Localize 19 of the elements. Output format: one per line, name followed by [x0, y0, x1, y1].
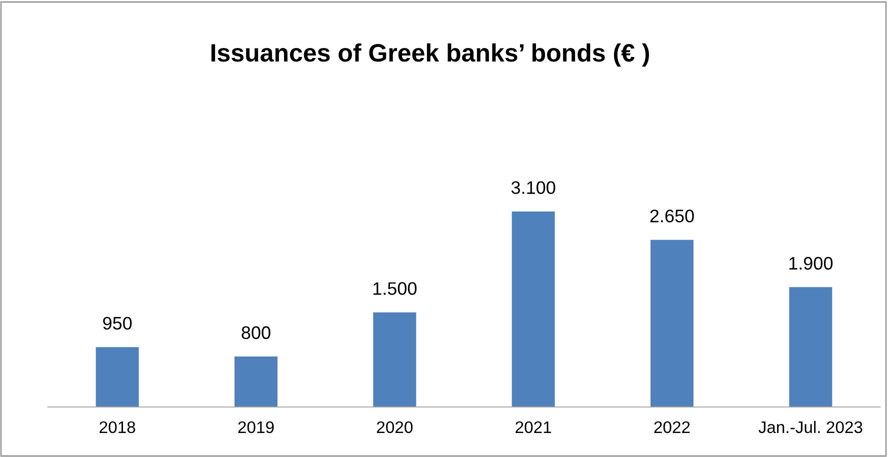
data-label: 1.500: [373, 282, 417, 295]
x-tick-label: 2022: [654, 421, 690, 434]
data-label: 2.650: [650, 210, 694, 222]
data-label: 800: [242, 326, 270, 340]
x-tick-label: 2019: [238, 421, 274, 434]
bar: [512, 211, 555, 407]
data-label: 950: [103, 316, 132, 330]
data-label: 1.900: [789, 256, 833, 270]
bar: [96, 347, 139, 407]
x-tick-label: 2018: [100, 421, 136, 434]
x-tick-label: Jan.-Jul. 2023: [758, 420, 862, 434]
chart-title: Issuances of Greek banks’ bonds (€ ): [211, 43, 649, 67]
data-label: 3.100: [511, 181, 556, 194]
bar: [789, 287, 832, 407]
bar: [650, 240, 694, 407]
bar: [373, 312, 416, 407]
x-tick-label: 2020: [376, 421, 413, 434]
bar: [234, 356, 278, 407]
x-tick-label: 2021: [516, 421, 552, 434]
